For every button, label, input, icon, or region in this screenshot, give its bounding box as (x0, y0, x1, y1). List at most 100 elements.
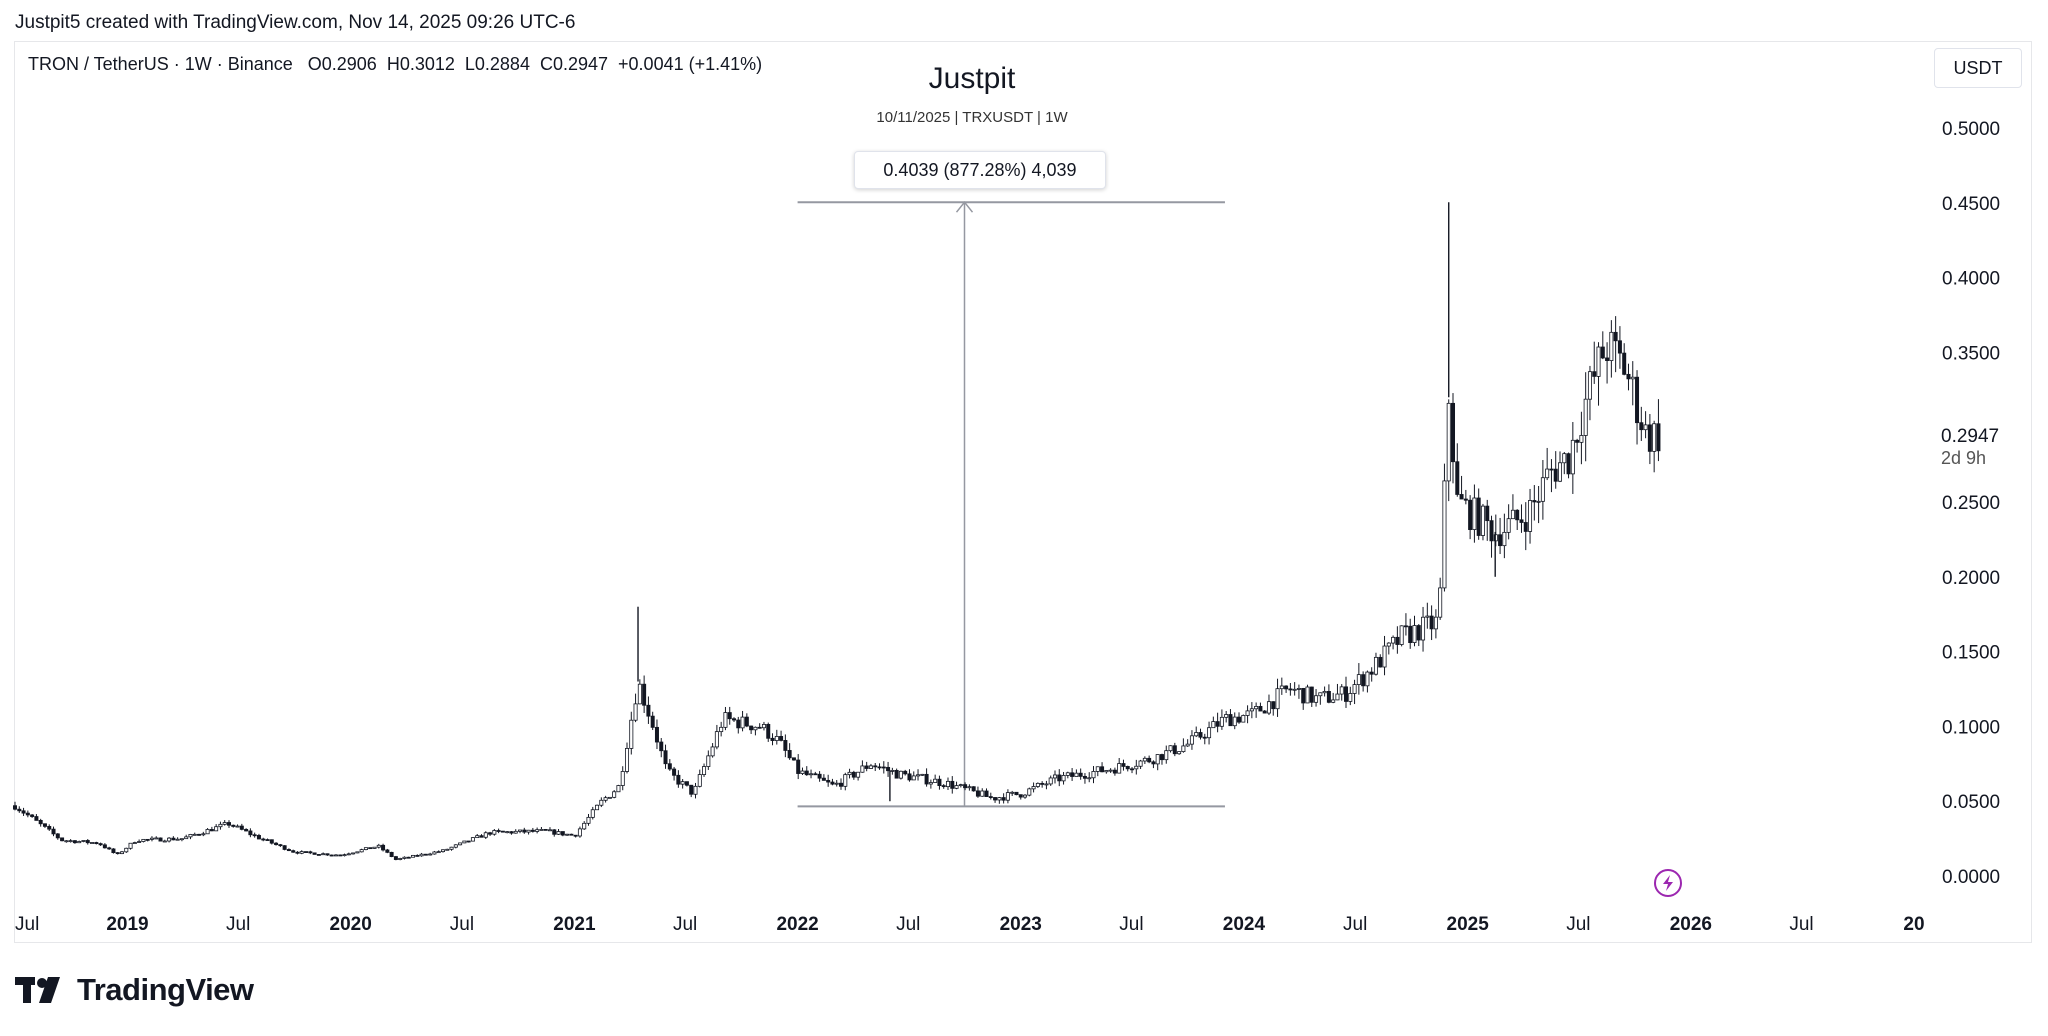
x-tick-label: Jul (673, 914, 697, 935)
y-tick-label: 0.3500 (1942, 343, 2000, 364)
x-tick-label: Jul (15, 914, 39, 935)
candle-body (547, 829, 552, 832)
candle-body (1528, 500, 1533, 532)
candle-body (1031, 786, 1036, 790)
candle-body (1369, 671, 1374, 675)
candle-body (1318, 692, 1323, 697)
candle-body (1001, 797, 1006, 801)
candle-body (162, 840, 167, 843)
candle-body (1322, 691, 1327, 694)
tradingview-logo[interactable]: TradingView (15, 970, 254, 1010)
candle-body (278, 844, 283, 847)
candle-body (667, 763, 672, 770)
candle-body (1142, 757, 1147, 762)
candle-body (453, 844, 458, 848)
candle-body (843, 774, 848, 787)
currency-button[interactable]: USDT (1934, 48, 2022, 88)
symbol-legend[interactable]: TRON / TetherUS · 1W · Binance O0.2906 H0… (28, 54, 772, 75)
candle-body (1301, 688, 1306, 704)
candle-body (1605, 357, 1610, 361)
candle-body (1451, 402, 1456, 463)
candle-body (1108, 769, 1113, 772)
candle-body (1609, 331, 1614, 361)
candle-body (445, 848, 450, 851)
candle-body (355, 851, 360, 854)
candle-body (697, 774, 702, 787)
candle-body (1258, 706, 1263, 712)
candle-body (406, 856, 411, 859)
candle-body (436, 851, 441, 854)
x-tick-label: Jul (1789, 914, 1813, 935)
candle-body (201, 833, 206, 836)
candle-body (1185, 743, 1190, 747)
candle-body (1326, 691, 1331, 703)
candle-body (761, 724, 766, 729)
candle-body (1596, 346, 1601, 377)
candle-body (90, 842, 95, 844)
candle-body (47, 825, 52, 830)
ohlc-close: C0.2947 (539, 54, 609, 74)
tradingview-logo-text: TradingView (77, 972, 254, 1007)
candle-body (505, 831, 510, 834)
candle-body (64, 840, 69, 843)
candle-body (1168, 745, 1173, 752)
candle-body (269, 839, 274, 844)
candle-body (582, 822, 587, 830)
candle-body (684, 781, 689, 786)
candle-body (1164, 750, 1169, 761)
candle-body (826, 779, 831, 783)
candle-body (479, 835, 484, 838)
candle-body (740, 716, 745, 729)
candle-body (1647, 424, 1652, 452)
candle-body (1117, 763, 1122, 774)
chart-frame (14, 41, 2032, 943)
candle-body (188, 834, 193, 838)
candle-body (864, 765, 869, 769)
x-tick-label: 2024 (1223, 914, 1266, 935)
candle-body (372, 846, 377, 849)
candle-body (295, 851, 300, 854)
candle-body (1215, 721, 1220, 727)
candle-body (149, 837, 154, 840)
ohlc-low: L0.2884 (464, 54, 530, 74)
candle-body (1485, 505, 1490, 522)
measure-label: 0.4039 (877.28%) 4,039 (854, 151, 1106, 189)
candle-body (774, 736, 779, 741)
candle-body (1048, 777, 1053, 785)
candle-body (167, 837, 172, 842)
candle-body (903, 770, 908, 775)
candle-body (1442, 480, 1447, 589)
candle-body (650, 715, 655, 728)
candle-body (381, 844, 386, 851)
x-tick-label: Jul (896, 914, 920, 935)
candle-body (1292, 688, 1297, 691)
candle-body (483, 832, 488, 838)
candle-body (539, 829, 544, 831)
candle-body (821, 777, 826, 781)
candle-body (933, 778, 938, 783)
candle-body (693, 785, 698, 795)
candle-body (1403, 625, 1408, 628)
candle-body (1130, 768, 1135, 771)
candle-body (1433, 616, 1438, 630)
candle-body (1600, 346, 1605, 359)
candle-body (1652, 423, 1657, 452)
candle-body (1052, 774, 1057, 779)
candle-body (1356, 674, 1361, 685)
candle-body (77, 841, 82, 844)
candle-body (757, 726, 762, 729)
candle-body (950, 780, 955, 789)
candle-body (98, 843, 103, 846)
candle-body (1416, 625, 1421, 641)
candle-body (1562, 453, 1567, 464)
candle-body (1198, 732, 1203, 738)
candle-body (907, 773, 912, 781)
candle-body (736, 719, 741, 729)
symbol-name: TRON / TetherUS · 1W · Binance (28, 54, 293, 74)
candle-body (1630, 376, 1635, 380)
candle-body (393, 856, 398, 860)
y-tick-label: 0.1000 (1942, 717, 2000, 738)
candle-body (980, 790, 985, 797)
candle-body (1211, 721, 1216, 729)
